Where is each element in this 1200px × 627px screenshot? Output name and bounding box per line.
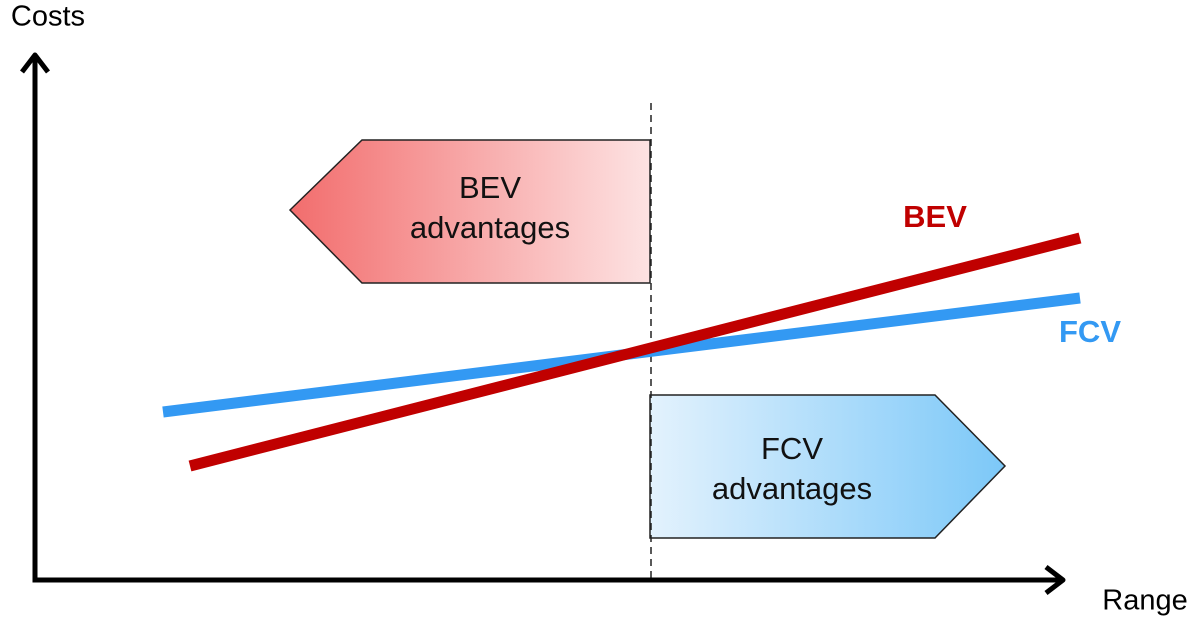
bev-line-label: BEV [903, 199, 967, 234]
region-label: FCV [761, 431, 823, 466]
bev-advantage-arrow [288, 139, 651, 284]
x-axis-arrowhead [1044, 565, 1066, 595]
fcv-advantage-arrow [649, 394, 1007, 539]
y-axis-arrowhead [20, 52, 50, 74]
region-label: BEV [459, 170, 521, 205]
region-label: advantages [410, 210, 570, 245]
x-axis-label: Range [1102, 585, 1187, 617]
y-axis-label: Costs [11, 1, 85, 33]
bev-line [188, 232, 1082, 472]
region-label: advantages [712, 471, 872, 506]
fcv-line-label: FCV [1059, 314, 1121, 349]
axes [32, 58, 1060, 583]
